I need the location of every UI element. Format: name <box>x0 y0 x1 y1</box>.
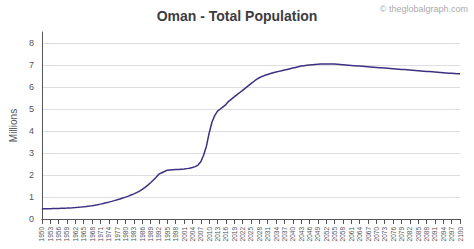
svg-text:2067: 2067 <box>365 227 372 242</box>
svg-text:2082: 2082 <box>406 227 413 242</box>
svg-text:8: 8 <box>29 38 34 48</box>
svg-text:3: 3 <box>29 148 34 158</box>
svg-text:0: 0 <box>29 214 34 224</box>
svg-text:2010: 2010 <box>206 227 213 242</box>
svg-text:1962: 1962 <box>72 227 79 242</box>
svg-text:1: 1 <box>29 192 34 202</box>
svg-text:6: 6 <box>29 82 34 92</box>
svg-text:2076: 2076 <box>390 227 397 242</box>
svg-text:2: 2 <box>29 170 34 180</box>
svg-text:2100: 2100 <box>457 227 464 242</box>
svg-text:Millions: Millions <box>8 109 19 142</box>
svg-text:© theglobalgraph.com: © theglobalgraph.com <box>380 4 468 14</box>
svg-text:1968: 1968 <box>89 227 96 242</box>
svg-text:1998: 1998 <box>172 227 179 242</box>
svg-text:1971: 1971 <box>97 227 104 242</box>
svg-text:2007: 2007 <box>197 227 204 242</box>
svg-text:1977: 1977 <box>114 227 121 242</box>
svg-text:2055: 2055 <box>331 227 338 242</box>
svg-text:2064: 2064 <box>356 227 363 242</box>
svg-text:2091: 2091 <box>431 227 438 242</box>
svg-text:1956: 1956 <box>55 227 62 242</box>
svg-text:Oman - Total Population: Oman - Total Population <box>157 8 318 24</box>
svg-text:1995: 1995 <box>164 227 171 242</box>
svg-text:2052: 2052 <box>323 227 330 242</box>
svg-text:2046: 2046 <box>306 227 313 242</box>
svg-text:2037: 2037 <box>281 227 288 242</box>
svg-text:2058: 2058 <box>339 227 346 242</box>
svg-text:2070: 2070 <box>373 227 380 242</box>
svg-text:2061: 2061 <box>348 227 355 242</box>
svg-text:1980: 1980 <box>122 227 129 242</box>
svg-text:2016: 2016 <box>222 227 229 242</box>
svg-text:1986: 1986 <box>139 227 146 242</box>
svg-text:1959: 1959 <box>63 227 70 242</box>
svg-text:2049: 2049 <box>314 227 321 242</box>
svg-text:2031: 2031 <box>264 227 271 242</box>
svg-text:1989: 1989 <box>147 227 154 242</box>
svg-text:2043: 2043 <box>298 227 305 242</box>
svg-text:2004: 2004 <box>189 227 196 242</box>
svg-text:2094: 2094 <box>440 227 447 242</box>
svg-text:4: 4 <box>29 126 34 136</box>
svg-text:2040: 2040 <box>289 227 296 242</box>
svg-text:2022: 2022 <box>239 227 246 242</box>
svg-text:5: 5 <box>29 104 34 114</box>
svg-text:2073: 2073 <box>381 227 388 242</box>
svg-text:1965: 1965 <box>80 227 87 242</box>
svg-text:2025: 2025 <box>247 227 254 242</box>
svg-text:2001: 2001 <box>181 227 188 242</box>
svg-text:7: 7 <box>29 60 34 70</box>
svg-text:1974: 1974 <box>105 227 112 242</box>
svg-text:1983: 1983 <box>130 227 137 242</box>
svg-text:2034: 2034 <box>273 227 280 242</box>
svg-text:2085: 2085 <box>415 227 422 242</box>
svg-text:2088: 2088 <box>423 227 430 242</box>
svg-text:1950: 1950 <box>38 227 45 242</box>
svg-text:2097: 2097 <box>448 227 455 242</box>
svg-text:2079: 2079 <box>398 227 405 242</box>
svg-text:1992: 1992 <box>155 227 162 242</box>
svg-text:1953: 1953 <box>47 227 54 242</box>
svg-text:2013: 2013 <box>214 227 221 242</box>
svg-text:2019: 2019 <box>231 227 238 242</box>
svg-text:2028: 2028 <box>256 227 263 242</box>
